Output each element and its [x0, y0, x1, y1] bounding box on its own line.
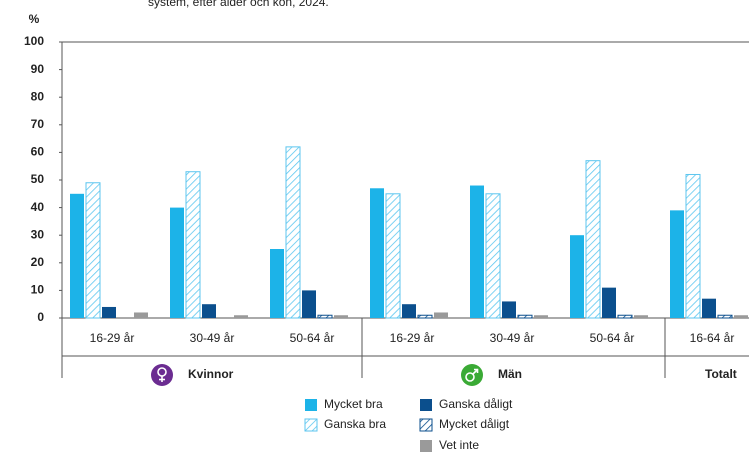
- group-label: Kvinnor: [188, 367, 234, 381]
- bar: [402, 304, 416, 318]
- bar: [202, 304, 216, 318]
- legend-swatch: [420, 440, 432, 452]
- bar: [702, 298, 716, 318]
- bar: [434, 312, 448, 318]
- bar: [717, 314, 733, 319]
- legend-swatch: [305, 399, 317, 411]
- group-label: Män: [498, 367, 522, 381]
- x-tick-label: 16-64 år: [690, 331, 735, 345]
- male-icon: [461, 364, 483, 386]
- bar: [334, 315, 348, 318]
- x-tick-label: 16-29 år: [390, 331, 435, 345]
- chart-title: system, efter ålder och kön, 2024.: [148, 0, 329, 9]
- y-tick-label: 80: [31, 89, 45, 103]
- group-label: Totalt: [705, 367, 737, 381]
- bar: [470, 185, 484, 318]
- legend-swatch: [304, 418, 318, 432]
- legend-swatch: [420, 399, 432, 411]
- bar: [734, 315, 748, 318]
- y-tick-label: 0: [37, 310, 44, 324]
- bar: [102, 306, 116, 318]
- legend-swatch: [419, 418, 433, 432]
- bar: [502, 301, 516, 318]
- bar: [170, 207, 184, 318]
- bar: [570, 235, 584, 318]
- legend-label: Mycket dåligt: [439, 417, 510, 431]
- bar: [385, 193, 401, 319]
- bar: [302, 290, 316, 318]
- y-tick-label: 10: [31, 283, 45, 297]
- y-tick-label: 90: [31, 62, 45, 76]
- x-tick-label: 16-29 år: [90, 331, 135, 345]
- bar: [670, 210, 684, 318]
- female-icon: [151, 364, 173, 386]
- bar: [634, 315, 648, 318]
- bar: [602, 287, 616, 318]
- bar: [517, 314, 533, 319]
- legend-label: Vet inte: [439, 438, 479, 452]
- legend-label: Ganska bra: [324, 417, 386, 431]
- x-tick-label: 50-64 år: [290, 331, 335, 345]
- legend-label: Ganska dåligt: [439, 397, 513, 411]
- bar: [417, 314, 433, 319]
- y-tick-label: 70: [31, 117, 45, 131]
- bar: [234, 315, 248, 318]
- y-tick-label: 20: [31, 255, 45, 269]
- x-tick-label: 30-49 år: [190, 331, 235, 345]
- bar: [85, 182, 101, 319]
- bar: [70, 193, 84, 318]
- bar: [285, 146, 301, 319]
- y-axis-label: %: [29, 12, 40, 26]
- bar: [485, 193, 501, 319]
- y-tick-label: 50: [31, 172, 45, 186]
- bar: [370, 188, 384, 318]
- y-tick-label: 60: [31, 145, 45, 159]
- bar: [134, 312, 148, 318]
- y-tick-label: 30: [31, 227, 45, 241]
- bar: [317, 314, 333, 319]
- bar: [534, 315, 548, 318]
- x-tick-label: 50-64 år: [590, 331, 635, 345]
- bar: [617, 314, 633, 319]
- bar: [685, 173, 701, 319]
- y-tick-label: 100: [24, 34, 44, 48]
- x-tick-label: 30-49 år: [490, 331, 535, 345]
- legend-label: Mycket bra: [324, 397, 383, 411]
- bar: [270, 249, 284, 318]
- y-tick-label: 40: [31, 200, 45, 214]
- bar: [185, 171, 201, 319]
- bar: [585, 160, 601, 319]
